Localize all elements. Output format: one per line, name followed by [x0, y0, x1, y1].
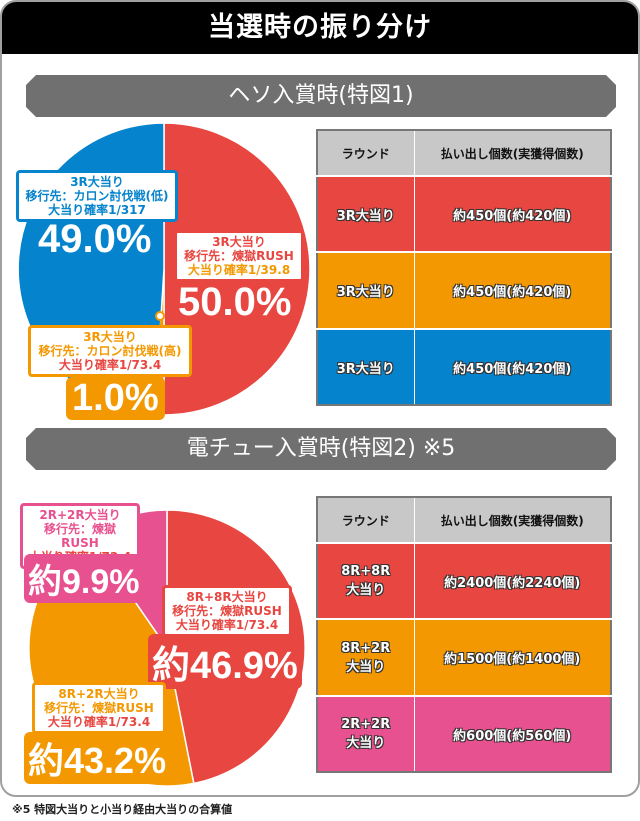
slice-prob: 大当り確率1/73.4: [175, 618, 279, 632]
label-blue-slice: 3R大当り 移行先：カロン討伐戦(低) 大当り確率1/317: [16, 170, 178, 222]
footnote: ※5 特図大当りと小当り経由大当りの合算値: [12, 803, 233, 816]
table-header-row: ラウンド 払い出し個数(実獲得個数): [317, 130, 612, 176]
slice-round: 3R大当り: [70, 175, 124, 189]
pct-red: 50.0%: [178, 280, 292, 324]
section-banner-dechu: 電チュー入賞時(特図2) ※5: [26, 428, 616, 470]
table-row: 3R大当り 約450個(約420個): [317, 175, 612, 252]
cell-round: 8R+2R 大当り: [317, 618, 415, 696]
table-row: 8R+2R 大当り 約1500個(約1400個): [317, 618, 612, 696]
pct-pink: 約9.9%: [24, 554, 144, 603]
label-orange-slice: 3R大当り 移行先：カロン討伐戦(高) 大当り確率1/73.4: [28, 325, 192, 377]
cell-round: 3R大当り: [317, 251, 415, 329]
pct-red-2: 約46.9%: [148, 634, 302, 689]
header-payout: 払い出し個数(実獲得個数): [414, 497, 612, 543]
slice-prob: 大当り確率1/39.8: [187, 263, 291, 277]
header-round: ラウンド: [317, 130, 415, 176]
slice-round: 3R大当り: [212, 235, 266, 249]
round-line1: 2R+2R: [341, 717, 391, 732]
round-line1: 8R+8R: [341, 564, 391, 579]
cell-round: 8R+8R 大当り: [317, 542, 415, 619]
slice-prob: 大当り確率1/73.4: [58, 358, 162, 372]
table-row: 3R大当り 約450個(約420個): [317, 328, 612, 405]
label-red-slice-2: 8R+8R大当り 移行先：煉獄RUSH 大当り確率1/73.4: [162, 585, 292, 637]
round-line2: 大当り: [346, 583, 386, 598]
round-line1: 8R+2R: [341, 640, 391, 656]
payout-table-heso: ラウンド 払い出し個数(実獲得個数) 3R大当り 約450個(約420個) 3R…: [316, 129, 612, 406]
distribution-panel: 当選時の振り分け ヘソ入賞時(特図1) 3R大当り 移行先：カロン討伐戦(低) …: [0, 0, 640, 797]
slice-prob: 大当り確率1/317: [48, 203, 146, 217]
slice-dest: 移行先：煉獄RUSH: [43, 522, 116, 550]
label-red-slice: 3R大当り 移行先：煉獄RUSH 大当り確率1/39.8: [174, 230, 304, 282]
cell-payout: 約450個(約420個): [414, 328, 612, 405]
table-header-row: ラウンド 払い出し個数(実獲得個数): [317, 497, 612, 543]
slice-round: 8R+8R大当り: [186, 590, 268, 604]
section-banner-heso: ヘソ入賞時(特図1): [26, 75, 616, 117]
slice-round: 8R+2R大当り: [58, 687, 140, 701]
pct-orange: 1.0%: [66, 377, 165, 420]
label-orange-slice-2: 8R+2R大当り 移行先：煉獄RUSH 大当り確率1/73.4: [32, 682, 166, 734]
cell-round: 3R大当り: [317, 328, 415, 405]
payout-table-dechu: ラウンド 払い出し個数(実獲得個数) 8R+8R 大当り 約2400個(約2240…: [316, 496, 612, 773]
slice-dest: 移行先：カロン討伐戦(低): [25, 189, 169, 203]
slice-dest: 移行先：カロン討伐戦(高): [38, 344, 182, 358]
cell-payout: 約450個(約420個): [414, 251, 612, 329]
table-row: 2R+2R 大当り 約600個(約560個): [317, 695, 612, 772]
cell-payout: 約600個(約560個): [414, 695, 612, 772]
round-line2: 大当り: [346, 659, 386, 675]
table-row: 8R+8R 大当り 約2400個(約2240個): [317, 542, 612, 619]
cell-payout: 約1500個(約1400個): [414, 618, 612, 696]
header-payout: 払い出し個数(実獲得個数): [414, 130, 612, 176]
slice-dest: 移行先：煉獄RUSH: [184, 249, 294, 263]
leader-dot: [155, 311, 165, 321]
cell-payout: 約2400個(約2240個): [414, 542, 612, 619]
cell-payout: 約450個(約420個): [414, 175, 612, 252]
cell-round: 2R+2R 大当り: [317, 695, 415, 772]
table-row: 3R大当り 約450個(約420個): [317, 251, 612, 329]
slice-prob: 大当り確率1/73.4: [47, 715, 151, 729]
pct-blue: 49.0%: [38, 217, 152, 261]
slice-dest: 移行先：煉獄RUSH: [172, 604, 282, 618]
slice-round: 3R大当り: [83, 330, 137, 344]
header-round: ラウンド: [317, 497, 415, 543]
slice-round: 2R+2R大当り: [39, 508, 121, 522]
cell-round: 3R大当り: [317, 175, 415, 252]
round-line2: 大当り: [346, 736, 386, 751]
page-title: 当選時の振り分け: [2, 2, 638, 54]
pct-orange-2: 約43.2%: [24, 732, 171, 784]
slice-dest: 移行先：煉獄RUSH: [44, 701, 154, 715]
